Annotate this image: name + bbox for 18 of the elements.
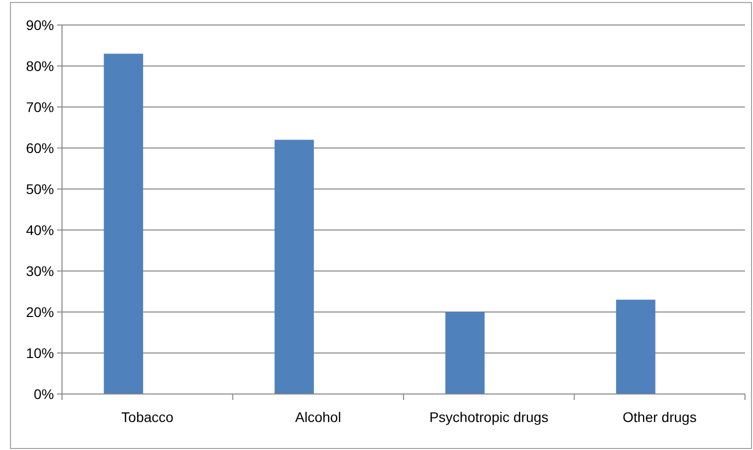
y-tick-label: 10% [26,344,54,361]
bar [274,140,314,394]
y-tick-label: 60% [26,140,54,156]
y-tick-label: 30% [26,262,54,279]
bar [445,312,485,394]
y-tick-label: 40% [26,222,54,238]
y-tick-label: 50% [26,180,54,197]
y-tick-label: 70% [26,98,54,115]
y-tick-label: 0% [34,386,54,402]
bar [104,54,144,394]
x-tick-label: Alcohol [295,409,342,425]
y-tick-label: 90% [26,16,54,33]
y-tick-label: 20% [26,304,54,320]
y-tick-label: 80% [26,58,54,74]
bar [616,300,656,394]
x-tick-label: Tobacco [121,409,174,425]
x-tick-label: Other drugs [622,409,697,425]
x-tick-label: Psychotropic drugs [429,409,548,425]
